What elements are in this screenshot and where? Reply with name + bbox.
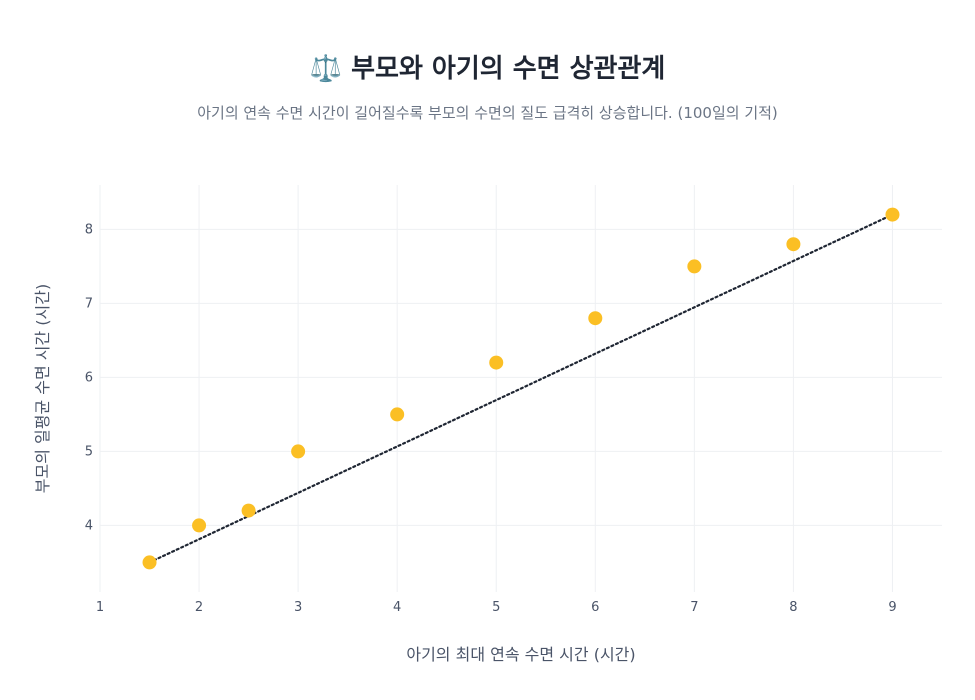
x-tick-label: 9 [888, 600, 896, 615]
trendline [148, 213, 894, 564]
chart-title: ⚖️ 부모와 아기의 수면 상관관계 [309, 54, 666, 84]
y-tick-label: 6 [85, 370, 93, 385]
trendline-group [148, 213, 894, 564]
x-tick-label: 3 [294, 600, 302, 615]
data-point[interactable] [390, 407, 405, 422]
data-point[interactable] [687, 259, 702, 274]
y-tick-label: 4 [85, 518, 93, 533]
x-tick-label: 4 [393, 600, 401, 615]
data-point[interactable] [489, 355, 504, 370]
grid-lines [99, 185, 942, 592]
x-tick-label: 5 [492, 600, 500, 615]
data-point[interactable] [291, 444, 306, 459]
x-axis-title: 아기의 최대 연속 수면 시간 (시간) [406, 645, 635, 664]
data-point[interactable] [786, 237, 801, 252]
y-axis-ticks: 4 5 6 7 8 [85, 222, 93, 533]
y-tick-label: 7 [85, 296, 93, 311]
x-tick-label: 1 [96, 600, 104, 615]
y-tick-label: 8 [85, 222, 93, 237]
data-point[interactable] [241, 503, 256, 518]
data-point[interactable] [588, 311, 603, 326]
data-point[interactable] [142, 555, 157, 570]
chart-subtitle: 아기의 연속 수면 시간이 길어질수록 부모의 수면의 질도 급격히 상승합니다… [197, 104, 778, 122]
x-tick-label: 8 [789, 600, 797, 615]
y-axis-title: 부모의 일평균 수면 시간 (시간) [33, 284, 52, 493]
data-point[interactable] [885, 207, 900, 222]
y-tick-label: 5 [85, 444, 93, 459]
data-point[interactable] [192, 518, 207, 533]
x-tick-label: 7 [690, 600, 698, 615]
x-tick-label: 2 [195, 600, 203, 615]
x-axis-ticks: 1 2 3 4 5 6 7 8 9 [96, 600, 897, 615]
x-tick-label: 6 [591, 600, 599, 615]
data-points [142, 207, 900, 570]
